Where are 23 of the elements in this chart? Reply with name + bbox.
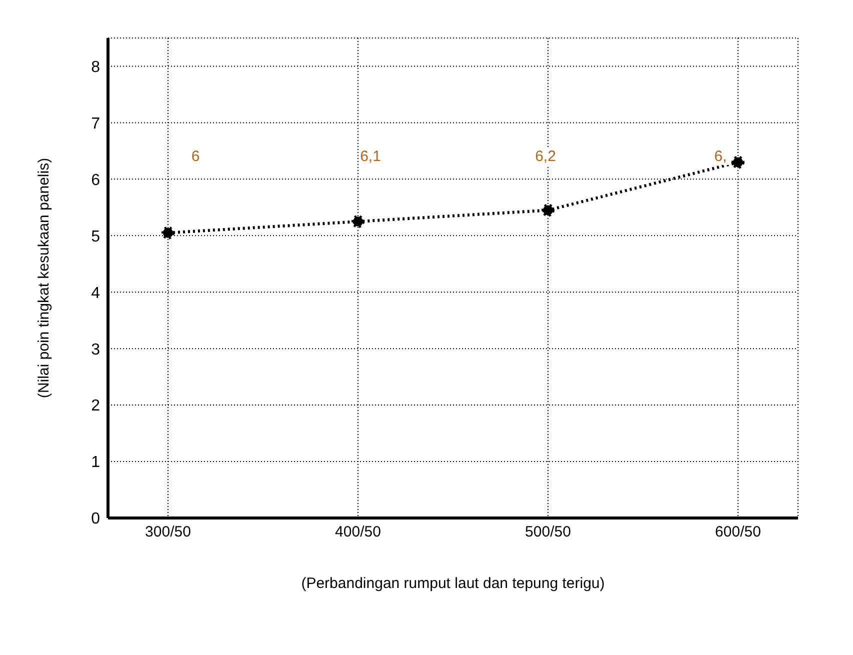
x-tick-label: 600/50: [715, 524, 761, 541]
annotation: 6,: [712, 148, 729, 165]
y-tick-label: 7: [91, 115, 100, 132]
y-tick-label: 0: [91, 510, 100, 528]
y-tick-label: 6: [91, 172, 100, 189]
y-tick-label: 1: [91, 454, 100, 472]
y-tick-label: 2: [91, 398, 100, 415]
x-tick-label: 400/50: [335, 524, 381, 541]
x-axis-title: (Perbandingan rumput laut dan tepung terigu): [301, 575, 605, 592]
y-tick-label: 8: [91, 58, 100, 76]
point: [732, 156, 744, 169]
y-tick-label: 3: [91, 341, 100, 358]
point: [162, 226, 174, 240]
annotation: 6,2: [533, 148, 558, 165]
y-tick-label: 4: [91, 284, 100, 302]
y-axis-title: (Nilai poin tingkat kesukaan panelis): [35, 158, 52, 398]
point: [352, 215, 364, 228]
x-tick-label: 300/50: [145, 524, 191, 541]
annotation: 6: [189, 148, 202, 165]
x-tick-label: 500/50: [525, 524, 571, 541]
y-tick-label: 5: [91, 228, 100, 246]
annotation: 6,1: [358, 148, 383, 165]
point: [542, 204, 554, 217]
